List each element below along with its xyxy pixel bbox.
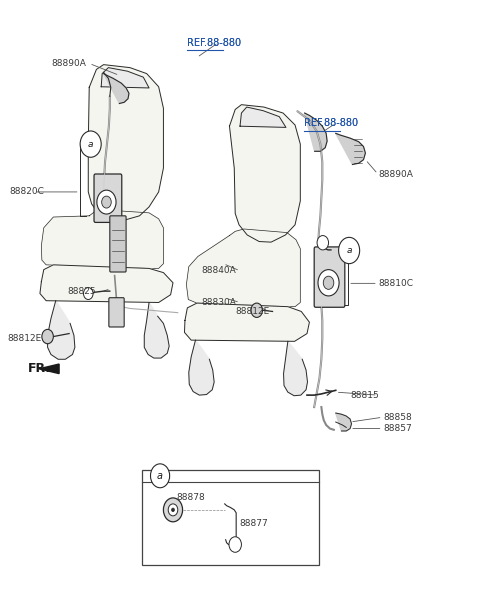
Circle shape bbox=[151, 464, 169, 488]
Text: 88878: 88878 bbox=[177, 510, 205, 519]
Text: 88890A: 88890A bbox=[51, 59, 86, 68]
Polygon shape bbox=[186, 229, 300, 307]
Polygon shape bbox=[229, 105, 300, 242]
Circle shape bbox=[171, 508, 174, 512]
Polygon shape bbox=[40, 265, 173, 302]
Text: FR.: FR. bbox=[27, 362, 50, 376]
Text: 88857: 88857 bbox=[384, 424, 412, 433]
Polygon shape bbox=[336, 413, 351, 431]
Circle shape bbox=[102, 196, 111, 208]
Text: a: a bbox=[88, 140, 94, 149]
Polygon shape bbox=[104, 74, 129, 104]
Text: 88858: 88858 bbox=[384, 413, 412, 422]
Circle shape bbox=[163, 498, 182, 522]
FancyBboxPatch shape bbox=[314, 247, 345, 307]
Text: a: a bbox=[157, 471, 163, 481]
Text: 88820C: 88820C bbox=[9, 187, 44, 196]
Text: 88877: 88877 bbox=[266, 530, 295, 539]
Text: 88830A: 88830A bbox=[202, 298, 237, 307]
Text: 88877: 88877 bbox=[239, 519, 268, 528]
Text: REF.88-880: REF.88-880 bbox=[304, 118, 358, 128]
Polygon shape bbox=[144, 302, 169, 358]
Text: REF.88-880: REF.88-880 bbox=[304, 118, 358, 128]
FancyBboxPatch shape bbox=[109, 298, 124, 327]
Polygon shape bbox=[284, 341, 308, 396]
Polygon shape bbox=[336, 134, 365, 165]
Circle shape bbox=[317, 235, 328, 250]
Polygon shape bbox=[39, 364, 59, 374]
Text: 88878: 88878 bbox=[177, 494, 205, 503]
Polygon shape bbox=[88, 65, 163, 220]
Polygon shape bbox=[41, 210, 163, 268]
Text: REF.88-880: REF.88-880 bbox=[187, 38, 241, 47]
FancyBboxPatch shape bbox=[110, 216, 126, 272]
Text: 88815: 88815 bbox=[350, 391, 379, 400]
Circle shape bbox=[323, 276, 334, 289]
Polygon shape bbox=[240, 107, 286, 128]
Polygon shape bbox=[189, 340, 214, 395]
Text: 88840A: 88840A bbox=[202, 267, 237, 276]
Text: 88890A: 88890A bbox=[379, 170, 414, 179]
Text: a: a bbox=[173, 485, 179, 494]
Text: 88825: 88825 bbox=[68, 288, 96, 297]
Circle shape bbox=[338, 237, 360, 264]
Polygon shape bbox=[101, 68, 149, 88]
Text: 88812E: 88812E bbox=[8, 334, 42, 343]
Circle shape bbox=[168, 504, 178, 516]
Circle shape bbox=[229, 537, 241, 552]
Circle shape bbox=[166, 477, 185, 501]
Text: REF.88-880: REF.88-880 bbox=[187, 38, 241, 47]
Text: 88810C: 88810C bbox=[379, 279, 414, 288]
Circle shape bbox=[97, 190, 116, 214]
Circle shape bbox=[42, 329, 53, 344]
Text: a: a bbox=[347, 246, 352, 255]
Polygon shape bbox=[184, 303, 310, 341]
Circle shape bbox=[84, 288, 93, 300]
Circle shape bbox=[80, 131, 101, 158]
FancyBboxPatch shape bbox=[94, 174, 122, 222]
Circle shape bbox=[318, 270, 339, 296]
Text: 88812E: 88812E bbox=[235, 307, 269, 316]
Circle shape bbox=[251, 303, 263, 317]
Polygon shape bbox=[48, 301, 75, 359]
Polygon shape bbox=[305, 113, 327, 152]
Bar bbox=[142, 470, 319, 565]
